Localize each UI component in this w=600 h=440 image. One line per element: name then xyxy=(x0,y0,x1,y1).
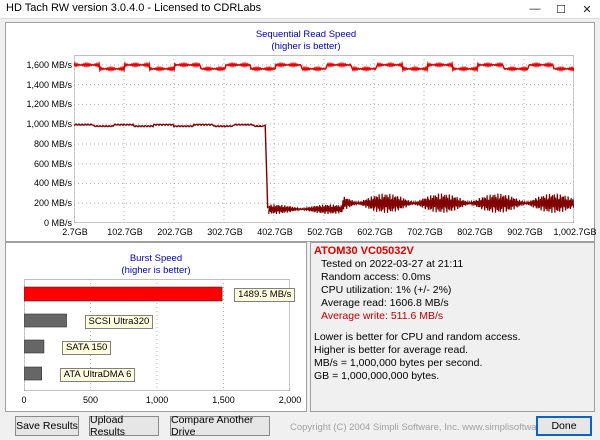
burst-x-tick-label: 1,500 xyxy=(212,395,235,405)
note-higher-better: Higher is better for average read. xyxy=(314,344,469,356)
seq-x-tick-label: 802.7GB xyxy=(457,227,493,237)
seq-x-tick-label: 1,002.7GB xyxy=(553,227,597,237)
seq-x-tick-label: 402.7GB xyxy=(257,227,293,237)
drive-info-panel: ATOM30 VC05032V Tested on 2022-03-27 at … xyxy=(310,242,595,412)
seq-y-tick-label: 800 MB/s xyxy=(33,138,72,149)
upload-results-label: Upload Results xyxy=(90,414,126,438)
write-speed-line xyxy=(74,123,269,209)
burst-bar-label: 1489.5 MB/s xyxy=(234,288,296,302)
write-speed-band xyxy=(268,193,574,215)
seq-y-tick-label: 400 MB/s xyxy=(33,178,72,189)
seq-y-tick-label: 1,000 MB/s xyxy=(26,119,72,130)
note-mbs-definition: MB/s = 1,000,000 bytes per second. xyxy=(314,357,483,369)
tested-date: Tested on 2022-03-27 at 21:11 xyxy=(321,258,464,270)
seq-x-tick-label: 2.7GB xyxy=(62,227,88,237)
sequential-read-chart xyxy=(74,55,574,223)
copyright-text: Copyright (C) 2004 Simpli Software, Inc.… xyxy=(290,422,566,433)
title-bar: HD Tach RW version 3.0.4.0 - Licensed to… xyxy=(0,0,600,19)
save-results-label: Save Results xyxy=(16,420,78,432)
burst-bar xyxy=(24,313,67,328)
seq-y-tick-label: 1,400 MB/s xyxy=(26,79,72,90)
window-title: HD Tach RW version 3.0.4.0 - Licensed to… xyxy=(6,2,262,14)
save-results-button[interactable]: Save Results xyxy=(15,416,79,436)
note-lower-better: Lower is better for CPU and random acces… xyxy=(314,331,521,343)
burst-x-tick-label: 0 xyxy=(21,395,27,405)
minimize-icon[interactable]: — xyxy=(529,3,541,15)
burst-x-tick-label: 500 xyxy=(82,395,99,405)
cpu-utilization: CPU utilization: 1% (+/- 2%) xyxy=(321,284,452,296)
seq-x-tick-label: 202.7GB xyxy=(157,227,193,237)
burst-bar xyxy=(24,286,223,302)
seq-y-tick-label: 600 MB/s xyxy=(33,158,72,169)
seq-chart-subtitle: (higher is better) xyxy=(271,41,341,52)
done-button[interactable]: Done xyxy=(536,416,592,436)
seq-x-tick-label: 602.7GB xyxy=(357,227,393,237)
seq-x-tick-label: 102.7GB xyxy=(107,227,143,237)
seq-x-tick-label: 902.7GB xyxy=(507,227,543,237)
burst-x-tick-label: 1,000 xyxy=(145,395,169,405)
read-speed-line xyxy=(74,60,574,73)
burst-bar-label: ATA UltraDMA 6 xyxy=(59,368,136,382)
seq-y-tick-label: 200 MB/s xyxy=(33,198,72,209)
burst-x-tick-label: 2,000 xyxy=(278,395,302,405)
burst-bar-label: SCSI Ultra320 xyxy=(84,315,154,329)
seq-y-tick-label: 1,200 MB/s xyxy=(26,99,72,110)
seq-y-tick-label: 1,600 MB/s xyxy=(26,59,72,70)
seq-y-tick-label: 0 MB/s xyxy=(43,218,72,228)
done-label: Done xyxy=(551,420,577,432)
drive-name: ATOM30 VC05032V xyxy=(314,245,414,257)
seq-x-tick-label: 702.7GB xyxy=(407,227,443,237)
close-icon[interactable]: ✕ xyxy=(582,3,592,16)
average-read: Average read: 1606.8 MB/s xyxy=(321,297,449,309)
note-gb-definition: GB = 1,000,000,000 bytes. xyxy=(314,370,440,382)
burst-bar xyxy=(24,339,45,354)
compare-drive-label: Compare Another Drive xyxy=(171,414,254,438)
burst-chart-subtitle: (higher is better) xyxy=(121,265,191,276)
burst-chart-title: Burst Speed xyxy=(129,253,183,264)
seq-chart-title: Sequential Read Speed xyxy=(255,29,357,40)
upload-results-button[interactable]: Upload Results xyxy=(89,414,159,438)
maximize-icon[interactable]: ☐ xyxy=(556,3,566,16)
random-access: Random access: 0.0ms xyxy=(321,271,431,283)
seq-x-tick-label: 502.7GB xyxy=(307,227,343,237)
seq-x-tick-label: 302.7GB xyxy=(207,227,243,237)
compare-drive-button[interactable]: Compare Another Drive xyxy=(170,414,270,438)
burst-bar-label: SATA 150 xyxy=(61,341,112,355)
burst-bar xyxy=(24,366,42,381)
average-write: Average write: 511.6 MB/s xyxy=(321,310,444,322)
